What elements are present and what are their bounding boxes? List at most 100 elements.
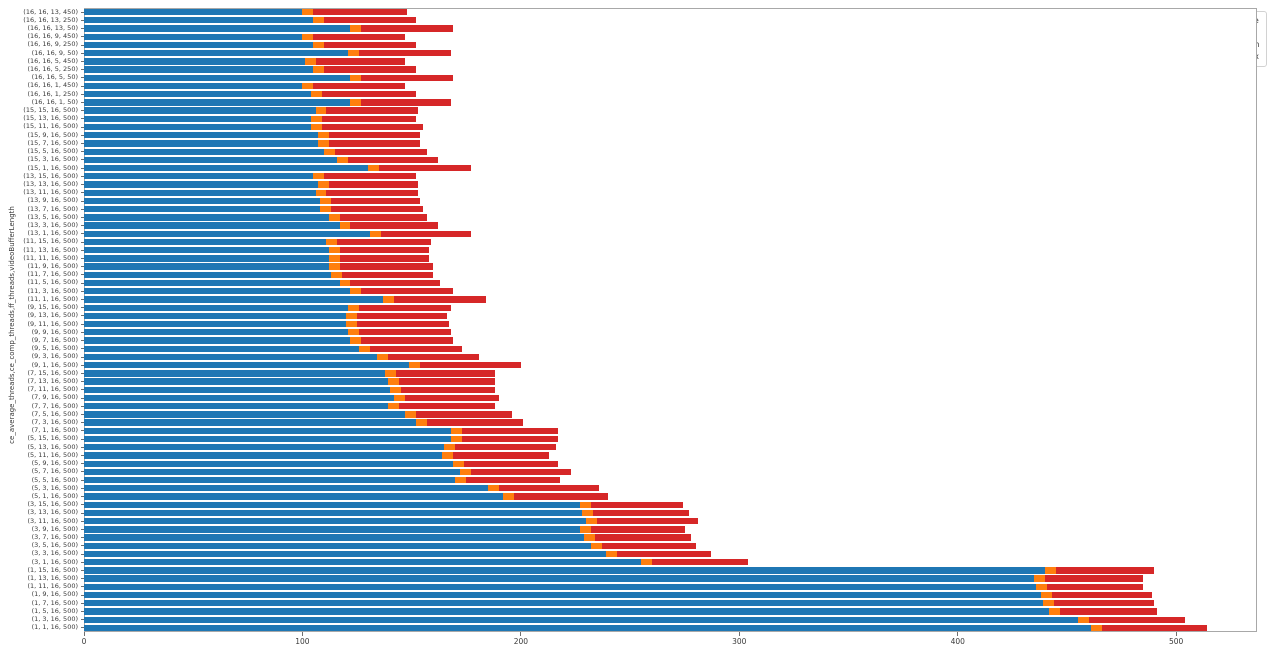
bar-segment-ex — [339, 214, 427, 221]
bar-segment-le — [1042, 600, 1054, 607]
y-tick — [80, 611, 84, 612]
x-tick — [302, 632, 303, 636]
bar-segment-ex — [337, 238, 432, 246]
bar-segment-le — [1036, 583, 1048, 590]
bar-segment-le — [409, 362, 421, 369]
bar-segment-ex — [592, 509, 690, 517]
bar-segment-ce — [84, 468, 460, 476]
y-tick — [80, 69, 84, 71]
bar-segment-le — [350, 25, 362, 32]
y-tick — [80, 77, 84, 79]
y-tick-label: (16, 16, 9, 250) — [27, 40, 78, 49]
y-tick — [80, 602, 84, 604]
bar-segment-ex — [1051, 591, 1153, 599]
y-tick — [80, 455, 84, 456]
y-tick-label: (7, 1, 16, 500) — [31, 426, 78, 435]
bar-segment-ex — [370, 345, 462, 352]
y-tick-label: (1, 7, 16, 500) — [31, 598, 78, 607]
bar-segment-ce — [84, 435, 451, 443]
bar-segment-ce — [84, 509, 583, 517]
bar-segment-ex — [590, 501, 683, 508]
y-tick — [80, 586, 84, 588]
bar-segment-le — [348, 329, 360, 336]
bar-segment-le — [311, 115, 323, 122]
bar-segment-ce — [84, 123, 312, 131]
y-tick-label: (7, 9, 16, 500) — [31, 393, 78, 402]
bar-segment-ce — [84, 320, 347, 328]
x-tick — [957, 632, 959, 636]
bar-segment-ce — [84, 345, 360, 352]
bar-segment-ce — [84, 526, 580, 533]
bar-segment-ex — [339, 263, 434, 270]
bar-segment-ce — [84, 452, 443, 459]
bar-segment-ce — [84, 411, 406, 418]
bar-segment-ex — [322, 115, 417, 122]
y-tick — [80, 290, 84, 292]
y-tick — [80, 52, 84, 54]
bar-segment-ce — [84, 329, 349, 336]
bar-segment-ex — [1053, 600, 1155, 607]
bar-segment-ce — [84, 115, 312, 122]
bar-segment-ex — [326, 189, 419, 196]
bar-segment-ce — [84, 230, 371, 237]
bar-segment-le — [405, 411, 416, 418]
y-tick-label: (1, 3, 16, 500) — [31, 615, 78, 624]
bar-segment-ex — [1060, 608, 1157, 615]
bar-segment-le — [459, 468, 471, 476]
bar-segment-ce — [84, 337, 351, 344]
y-tick — [80, 44, 84, 46]
bar-segment-le — [579, 501, 591, 508]
bar-segment-ce — [84, 460, 454, 467]
bar-segment-ce — [84, 181, 318, 188]
y-tick — [80, 438, 84, 440]
y-tick — [80, 545, 84, 547]
y-tick — [80, 134, 84, 136]
bar-segment-ce — [84, 394, 395, 402]
y-tick — [80, 512, 84, 514]
bar-segment-le — [450, 435, 462, 443]
y-tick-label: (13, 3, 16, 500) — [27, 220, 78, 229]
y-tick — [80, 93, 84, 95]
bar-segment-le — [311, 123, 323, 131]
bar-segment-le — [1090, 624, 1102, 632]
y-tick — [80, 60, 84, 62]
bar-segment-le — [1049, 608, 1061, 615]
bar-segment-ex — [328, 132, 421, 139]
y-tick-label: (5, 9, 16, 500) — [31, 459, 78, 468]
bar-segment-ce — [84, 312, 347, 320]
bar-segment-le — [302, 33, 314, 40]
y-tick — [80, 381, 84, 383]
y-tick — [80, 372, 84, 374]
bar-segment-le — [387, 403, 399, 410]
x-tick-label: 500 — [1169, 637, 1184, 646]
bar-segment-le — [313, 41, 325, 49]
y-tick — [80, 553, 84, 555]
bar-segment-ce — [84, 148, 325, 155]
bar-segment-ex — [328, 181, 419, 188]
bar-segment-ex — [398, 403, 495, 410]
y-tick-label: (13, 5, 16, 500) — [27, 212, 78, 221]
y-tick-label: (9, 3, 16, 500) — [31, 352, 78, 361]
bar-segment-le — [641, 559, 652, 566]
bar-segment-le — [582, 509, 593, 517]
y-tick — [80, 389, 84, 391]
y-tick — [80, 307, 84, 309]
bar-segment-le — [442, 452, 454, 459]
bar-segment-ce — [84, 386, 390, 393]
y-tick-label: (9, 13, 16, 500) — [27, 311, 78, 320]
bar-segment-ex — [361, 337, 454, 344]
bar-segment-le — [394, 394, 406, 402]
bar-segment-ce — [84, 591, 1041, 599]
y-tick — [80, 241, 84, 243]
y-tick-label: (1, 9, 16, 500) — [31, 590, 78, 599]
y-tick-label: (9, 5, 16, 500) — [31, 344, 78, 353]
bar-segment-ce — [84, 559, 641, 566]
bar-segment-le — [503, 493, 515, 500]
bar-segment-le — [324, 148, 336, 155]
bar-segment-ex — [453, 452, 550, 459]
y-tick — [80, 282, 84, 284]
bar-segment-le — [367, 164, 379, 172]
bar-segment-le — [606, 550, 617, 558]
bar-segment-ce — [84, 624, 1091, 632]
y-tick-label: (7, 15, 16, 500) — [27, 368, 78, 377]
